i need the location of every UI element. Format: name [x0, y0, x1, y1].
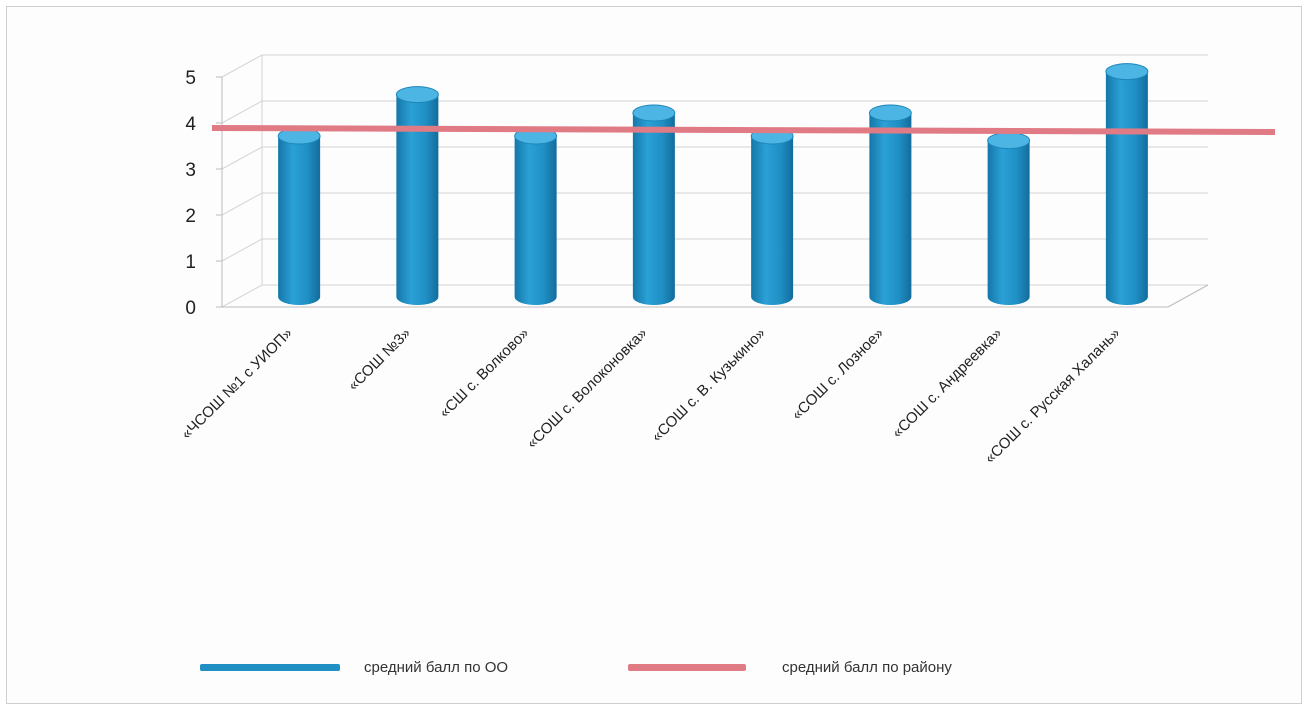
grid-side-line — [221, 146, 263, 170]
bar-top — [632, 104, 676, 122]
bar-top — [395, 86, 439, 104]
bar — [987, 132, 1031, 305]
x-tick-label: «СОШ №3» — [345, 325, 414, 394]
y-tick-label: 2 — [185, 206, 196, 227]
x-tick-label: «ЧСОШ №1 с УИОП» — [178, 325, 296, 443]
bar-body — [396, 94, 439, 305]
x-tick-label: «СОШ с. Волоконовка» — [524, 325, 651, 452]
legend-swatch-district — [628, 663, 746, 671]
floor-side-line — [1167, 284, 1209, 308]
legend-item-school: средний балл по ОО — [200, 652, 508, 682]
bar-chart: 0 1 2 3 4 5 «ЧСОШ №1 с УИОП» «СОШ №3» «СШ с. Во… — [178, 54, 1276, 467]
bar — [514, 127, 558, 305]
bar — [750, 127, 794, 305]
district-average-line-mark — [211, 125, 1276, 135]
y-tick-label: 5 — [185, 68, 196, 89]
legend-swatch-school — [200, 663, 340, 671]
grid-side-line — [221, 284, 263, 308]
x-tick-label: «СОШ с. В. Кузькино» — [648, 325, 769, 446]
bar-body — [632, 113, 675, 305]
bar-top — [1105, 63, 1149, 81]
x-axis-labels: «ЧСОШ №1 с УИОП» «СОШ №3» «СШ с. Волково»«… — [178, 325, 1124, 467]
grid-side-line — [221, 192, 263, 216]
bars — [277, 63, 1149, 305]
bar-top — [868, 104, 912, 122]
x-tick-label: «СОШ с. Лозное» — [789, 325, 888, 424]
legend-label-district: средний балл по району — [782, 658, 952, 676]
bar — [1105, 63, 1149, 305]
bar — [868, 104, 912, 305]
x-tick-label: «СШ с. Волково» — [436, 325, 532, 421]
x-tick-label: «СОШ с. Русская Халань» — [982, 325, 1124, 467]
y-tick-label: 4 — [185, 114, 196, 135]
bar-body — [1105, 71, 1148, 305]
bar-body — [751, 136, 794, 305]
bar — [277, 127, 321, 305]
grid-side-line — [221, 54, 263, 78]
y-tick-label: 0 — [185, 298, 196, 319]
grid-side-line — [221, 100, 263, 124]
district-average-line — [211, 125, 1276, 135]
bar-body — [869, 113, 912, 305]
bar-body — [987, 140, 1030, 305]
grid-lines — [221, 54, 1209, 308]
y-tick-label: 1 — [185, 252, 196, 273]
y-tick-label: 3 — [185, 160, 196, 181]
bar-body — [278, 136, 321, 305]
bar — [395, 86, 439, 305]
bar-body — [514, 136, 557, 305]
bar-top — [987, 132, 1031, 150]
x-tick-label: «СОШ с. Андреевка» — [889, 325, 1006, 442]
legend-item-district: средний балл по району — [628, 652, 952, 682]
y-axis-ticks: 0 1 2 3 4 5 — [185, 68, 222, 319]
legend-label-school: средний балл по ОО — [364, 658, 509, 676]
grid-side-line — [221, 238, 263, 262]
bar — [632, 104, 676, 305]
